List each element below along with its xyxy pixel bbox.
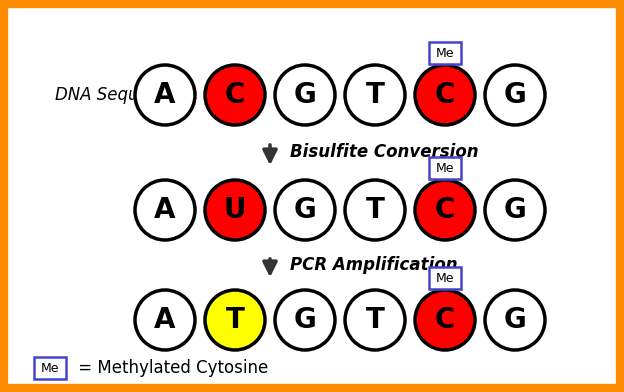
Text: C: C <box>435 306 455 334</box>
Text: U: U <box>224 196 246 224</box>
Text: PCR Amplification: PCR Amplification <box>290 256 457 274</box>
Circle shape <box>345 290 405 350</box>
Circle shape <box>485 65 545 125</box>
Circle shape <box>345 65 405 125</box>
Circle shape <box>485 180 545 240</box>
Circle shape <box>135 65 195 125</box>
Circle shape <box>205 180 265 240</box>
Text: C: C <box>435 81 455 109</box>
Text: C: C <box>225 81 245 109</box>
Circle shape <box>135 290 195 350</box>
Text: Me: Me <box>436 272 454 285</box>
Text: T: T <box>366 81 384 109</box>
Text: T: T <box>366 196 384 224</box>
Circle shape <box>275 290 335 350</box>
Circle shape <box>205 65 265 125</box>
Text: Bisulfite Conversion: Bisulfite Conversion <box>290 143 479 161</box>
Text: Me: Me <box>436 47 454 60</box>
Circle shape <box>415 290 475 350</box>
Circle shape <box>275 180 335 240</box>
Circle shape <box>135 180 195 240</box>
Text: G: G <box>294 81 316 109</box>
FancyBboxPatch shape <box>34 357 66 379</box>
Text: T: T <box>225 306 245 334</box>
Circle shape <box>415 65 475 125</box>
Circle shape <box>275 65 335 125</box>
Text: Me: Me <box>41 361 59 374</box>
FancyBboxPatch shape <box>429 267 461 289</box>
Text: G: G <box>294 306 316 334</box>
Text: G: G <box>504 306 527 334</box>
Text: G: G <box>504 81 527 109</box>
Text: A: A <box>154 81 176 109</box>
Text: Me: Me <box>436 162 454 174</box>
Circle shape <box>345 180 405 240</box>
Text: DNA Sequence: DNA Sequence <box>55 86 178 104</box>
FancyBboxPatch shape <box>429 42 461 64</box>
FancyBboxPatch shape <box>429 157 461 179</box>
Text: = Methylated Cytosine: = Methylated Cytosine <box>73 359 268 377</box>
Circle shape <box>485 290 545 350</box>
Text: G: G <box>294 196 316 224</box>
Circle shape <box>415 180 475 240</box>
Text: A: A <box>154 196 176 224</box>
Text: A: A <box>154 306 176 334</box>
Text: C: C <box>435 196 455 224</box>
Text: T: T <box>366 306 384 334</box>
Circle shape <box>205 290 265 350</box>
Text: G: G <box>504 196 527 224</box>
